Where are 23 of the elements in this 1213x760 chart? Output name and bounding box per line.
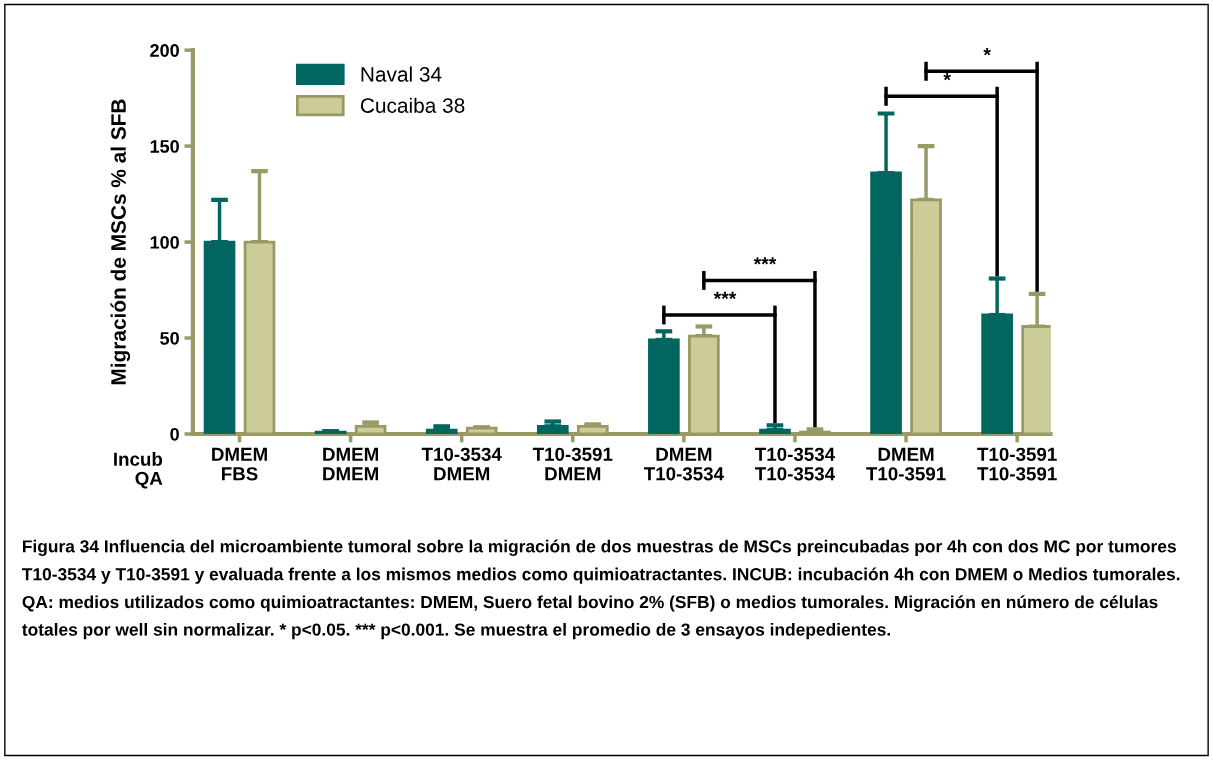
y-tick-label: 50 [160,331,179,345]
text: Figura 34 Influencia del microambiente tumoral sobre la migración de dos muestras de MSCs preincubadas por 4h con dos MC por tumores T10-3534 y T10-3591 y evaluada frente a los mismos medios como quimioatractantes. INCUB: incubación 4h con DMEM o Medios tumorales. QA: medios utilizados como quimioatractantes: DMEM, Suero fetal bovino 2% (SFB) o medios tumorales. Migración en número de células totales por well sin normalizar. * p<0.05. *** p<0.001. Se muestra el promedio de 3 ensayos indepedientes. [22,539,1180,640]
legend-label: Naval 34 [361,66,442,82]
y-tick-label: 0 [170,427,179,441]
annotation: *** [753,257,777,265]
x-tick-label: DMEM FBS [212,447,267,481]
text: QA [135,471,163,489]
x-tick-label: T10-3591 T10-3591 [977,447,1057,481]
y-axis-title: Migración de MSCs % al SFB [110,99,131,385]
x-tick-label: T10-3591 DMEM [532,447,613,481]
text: Incub [114,452,163,466]
legend-label: Cucaiba 38 [360,97,465,113]
y-tick-label: 150 [150,140,179,153]
y-tick-label: 100 [150,235,179,249]
annotation: *** [713,291,737,300]
x-tick-label: DMEM T10-3591 [866,447,946,481]
x-tick-label: T10-3534 T10-3534 [755,447,835,481]
annotation: * [983,48,991,56]
x-tick-label: DMEM DMEM [323,447,378,481]
y-tick-label: 200 [150,44,179,57]
x-tick-label: DMEM T10-3534 [643,447,724,481]
annotation: * [943,73,951,81]
x-tick-label: T10-3534 DMEM [421,447,502,481]
